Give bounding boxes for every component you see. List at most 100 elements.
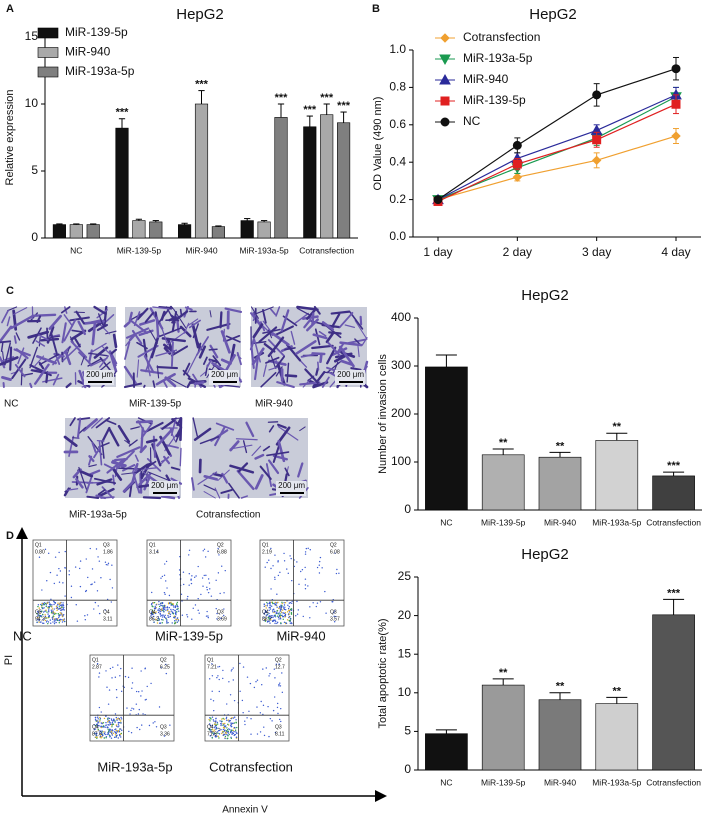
cell [274,325,294,336]
event-dot [212,732,214,734]
event-dot [47,607,49,609]
cell [195,336,209,356]
cell [262,309,267,324]
event-dot [264,611,267,613]
micrograph-label: MiR-139-5p [129,399,182,410]
event-dot [250,718,252,720]
event-dot [284,601,287,604]
event-dot [103,717,106,720]
event-dot [49,619,52,621]
event-dot [166,620,168,623]
quadrant-value: 86.2 [149,616,159,622]
event-dot [114,728,116,731]
bar [538,456,582,511]
significance: ** [499,667,508,679]
cell [88,352,108,357]
cell [143,384,146,388]
event-dot [231,732,234,734]
event-dot [288,611,291,613]
event-dot [153,615,155,618]
event-dot [148,724,151,727]
y-tick-label: 0.8 [389,80,406,94]
event-dot [202,585,204,587]
event-dot [110,719,113,721]
cell [116,450,135,469]
event-dot [53,622,56,625]
cell [63,319,77,342]
cell [266,451,290,457]
event-dot [176,617,179,619]
event-dot [332,601,334,603]
cell [98,323,110,335]
event-dot [96,734,98,737]
cell [183,362,191,376]
event-dot [235,732,238,734]
event-dot [171,622,173,624]
cell [135,420,153,424]
event-dot [188,584,190,586]
event-dot [111,721,114,724]
event-dot [101,736,103,738]
cell [88,349,93,364]
cell [209,344,219,359]
event-dot [62,615,64,617]
cell [312,333,328,340]
event-dot [61,619,63,621]
y-tick-label: 10 [25,96,39,110]
event-dot [150,614,152,616]
event-dot [165,607,167,609]
event-dot [55,612,57,615]
event-dot [212,730,215,732]
event-dot [51,618,54,621]
event-dot [276,702,279,705]
event-dot [200,593,202,596]
event-dot [90,583,92,586]
event-dot [42,611,45,613]
event-dot [205,574,207,577]
quadrant-name: Q2 [330,542,337,548]
legend-swatch [37,27,59,39]
bar [538,699,582,771]
cell [143,477,150,491]
event-dot [158,600,160,603]
x-tick-label: MiR-193a-5p [592,777,641,787]
event-dot [175,618,177,620]
event-dot [42,619,44,621]
event-dot [220,721,223,723]
event-dot [176,605,178,608]
event-dot [286,568,288,570]
cell [184,306,193,311]
event-dot [106,721,109,723]
cell [136,307,149,321]
cell [6,306,18,312]
bar [595,440,639,511]
event-dot [47,621,50,623]
event-dot [70,585,73,587]
event-dot [183,583,185,586]
event-dot [211,725,213,727]
significance: *** [320,92,334,104]
cell [82,418,98,432]
event-dot [207,550,209,553]
event-dot [158,619,160,621]
event-dot [276,612,278,615]
event-dot [168,602,171,605]
event-dot [232,679,234,681]
cell [130,426,140,430]
event-dot [217,666,219,668]
cell [191,477,195,491]
cell [69,417,76,427]
event-dot [273,611,275,614]
bar [52,224,66,239]
event-dot [186,616,189,618]
cell [96,478,113,486]
event-dot [283,608,286,611]
cell [99,355,110,368]
event-dot [61,605,63,607]
micrograph: 200 μm MiR-940 [249,305,369,410]
event-dot [163,591,166,594]
event-dot [276,593,278,595]
event-dot [290,608,293,610]
y-tick-label: 5 [31,163,38,177]
event-dot [309,549,311,551]
